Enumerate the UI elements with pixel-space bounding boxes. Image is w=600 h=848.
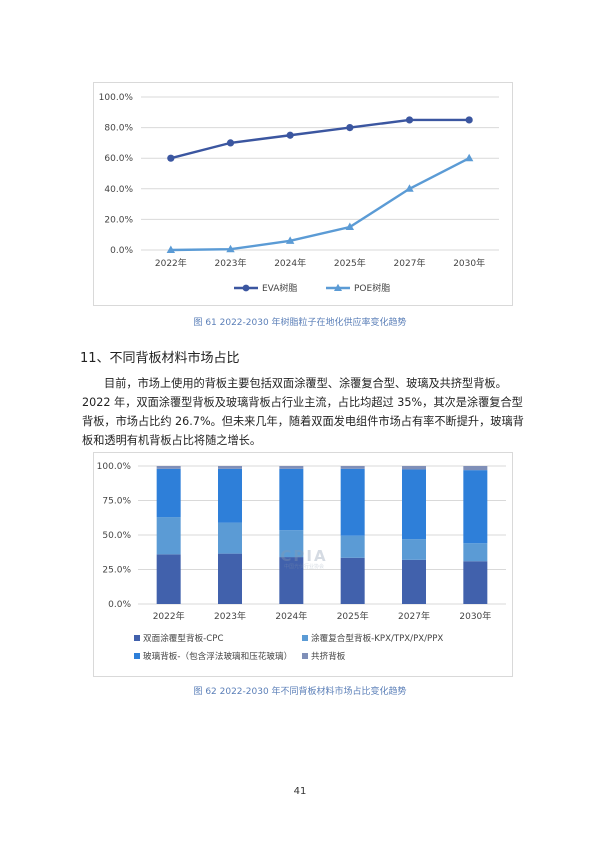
bar-segment [402,539,426,560]
x-tick-label: 2025年 [337,610,369,622]
y-tick-label: 100.0% [97,462,132,472]
bar-segment [218,553,242,604]
data-point [167,154,175,162]
cpia-watermark: CPIA 中国光伏行业协会 [274,548,334,571]
legend-swatch [302,653,308,659]
y-tick-label: 0.0% [110,246,133,256]
x-tick-label: 2027年 [398,610,430,622]
bar-segment [218,522,242,554]
section-heading: 11、不同背板材料市场占比 [80,351,240,366]
legend-swatch [134,653,140,659]
watermark-sub-text: 中国光伏行业协会 [283,564,324,570]
y-tick-label: 20.0% [104,215,133,225]
x-tick-label: 2023年 [214,610,246,622]
bar-segment [279,466,304,469]
legend-label: 玻璃背板-（包含浮法玻璃和压花玻璃） [143,650,292,662]
stacked-bar-chart-svg: 0.0% 25.0% 50.0% 75.0% 100.0% 2022年 2023年 2024年… [97,462,506,662]
bar-segment [463,466,488,471]
bar-segment [156,554,181,604]
legend-swatch [302,635,308,641]
data-point [346,124,354,132]
figure-61-chart: 0.0% 20.0% 40.0% 60.0% 80.0% 100.0% 2022年 2023年… [93,82,513,306]
bar-segment [156,517,181,555]
bar-segment [402,559,426,604]
data-point [286,131,294,139]
bar-segment [156,468,181,518]
bar-segment [218,466,242,469]
watermark-logo-text: CPIA [280,547,328,565]
bar-segment [463,561,488,604]
x-tick-label: 2024年 [275,610,307,622]
data-point [285,236,295,244]
y-tick-label: 40.0% [104,185,133,195]
line-chart-svg: 0.0% 20.0% 40.0% 60.0% 80.0% 100.0% 2022年 2023年… [99,93,499,294]
bar-segment [340,535,365,558]
bar-segment [279,557,304,604]
body-paragraph: 目前，市场上使用的背板主要包括双面涂覆型、涂覆复合型、玻璃及共挤型背板。2022… [82,374,524,450]
figure-62-chart: 0.0% 25.0% 50.0% 75.0% 100.0% 2022年 2023年 2024年… [93,452,513,677]
x-tick-label: 2027年 [394,257,426,269]
data-point [405,184,414,192]
figure-62-caption: 图 62 2022-2030 年不同背板材料市场占比变化趋势 [193,687,407,697]
y-tick-label: 60.0% [104,154,133,164]
paragraph-text: 目前，市场上使用的背板主要包括双面涂覆型、涂覆复合型、玻璃及共挤型背板。2022… [82,377,524,447]
legend-label: 共挤背板 [311,650,346,662]
bar-segment [402,466,426,470]
x-tick-label: 2030年 [459,610,491,622]
legend-label: POE树脂 [354,282,390,294]
legend-label: 双面涂覆型背板-CPC [143,632,223,644]
legend-marker [334,283,342,291]
bar-segment [340,557,365,604]
y-tick-label: 75.0% [102,497,131,507]
legend-label: 涂覆复合型背板-KPX/TPX/PX/PPX [311,632,443,644]
x-tick-label: 2025年 [334,257,366,269]
bar-segment [463,470,488,544]
legend-label: EVA树脂 [262,282,297,294]
bar-segment [463,543,488,562]
data-point [405,116,414,124]
series-line-2 [170,157,470,252]
bar-segment [218,468,242,523]
data-point [226,244,235,253]
y-tick-label: 0.0% [108,600,131,610]
bar-segment [279,468,304,531]
bar-segment [402,469,426,540]
page-number: 41 [293,786,307,797]
data-point [166,245,176,253]
x-tick-label: 2022年 [155,257,187,269]
y-tick-label: 50.0% [102,531,131,541]
legend-swatch [134,635,140,641]
bar-segment [340,468,365,536]
data-point [345,222,355,231]
x-tick-label: 2030年 [453,257,485,269]
y-tick-label: 80.0% [104,124,133,134]
data-point [464,153,474,162]
y-tick-label: 25.0% [102,566,131,576]
y-tick-label: 100.0% [99,93,134,103]
data-point [465,116,473,124]
bar-segment [279,530,304,558]
data-point [226,139,235,147]
series-line-1 [170,118,470,160]
bar-segment [340,466,365,469]
figure-61-caption: 图 61 2022-2030 年树脂粒子在地化供应率变化趋势 [193,318,407,328]
x-tick-label: 2023年 [215,257,247,269]
x-tick-label: 2024年 [274,257,306,269]
legend-marker [242,284,250,292]
bar-segment [156,466,181,469]
x-tick-label: 2022年 [153,610,185,622]
